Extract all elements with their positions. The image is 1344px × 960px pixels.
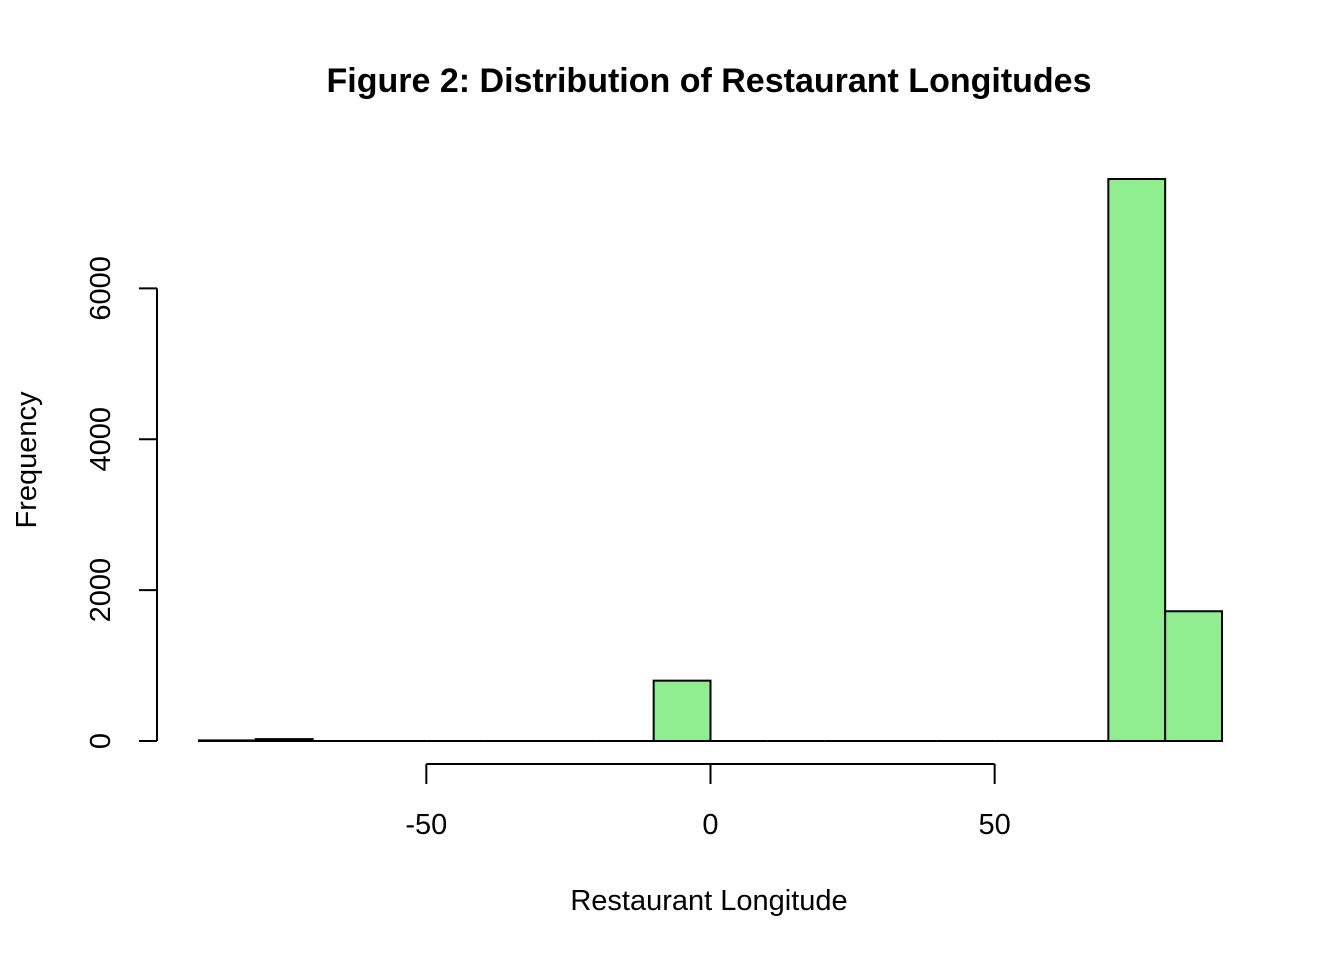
y-tick-label: 6000 (85, 256, 117, 321)
y-tick-label: 2000 (85, 558, 117, 623)
y-axis-label: Frequency (11, 391, 43, 529)
y-axis: 0 2000 4000 6000 (85, 256, 158, 749)
histogram-bar (1107, 178, 1167, 742)
histogram-bar (1164, 610, 1223, 743)
histogram-bars (198, 178, 1223, 743)
histogram-bar (198, 739, 257, 742)
chart-title: Figure 2: Distribution of Restaurant Lon… (327, 62, 1092, 100)
x-tick-label: 50 (979, 809, 1011, 841)
histogram-bar (254, 738, 314, 742)
y-tick-label: 0 (85, 733, 117, 749)
x-axis: -50 0 50 (405, 763, 1011, 841)
x-axis-label: Restaurant Longitude (570, 885, 847, 917)
histogram-bar (652, 679, 712, 742)
x-tick-label: -50 (405, 809, 447, 841)
x-tick-label: 0 (702, 809, 718, 841)
y-tick-label: 4000 (85, 407, 117, 472)
